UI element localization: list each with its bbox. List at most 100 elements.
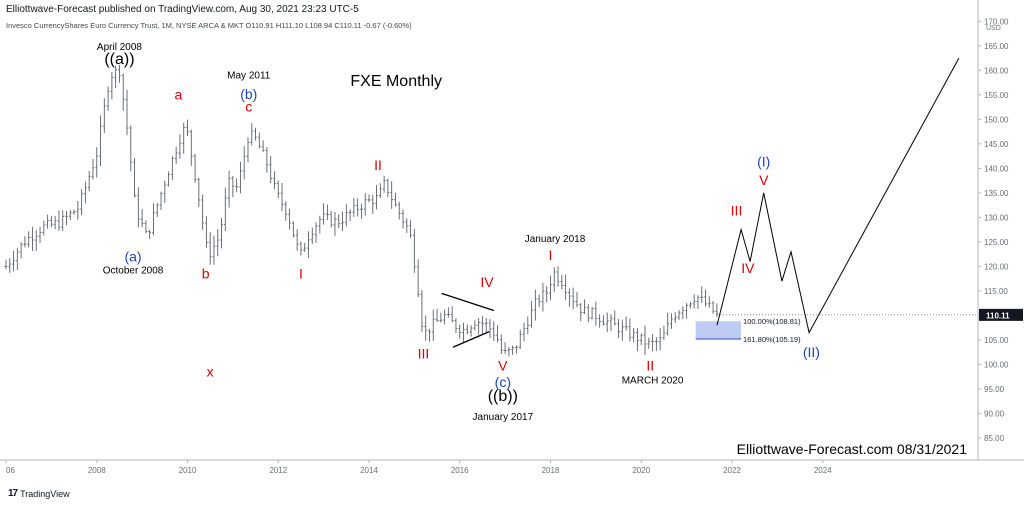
ohlc-bar bbox=[375, 185, 378, 210]
ohlc-bar bbox=[651, 334, 654, 352]
wave-label: II bbox=[374, 157, 382, 173]
x-tick-label: 2018 bbox=[542, 466, 560, 475]
ohlc-bar bbox=[220, 218, 223, 249]
ohlc-bar bbox=[72, 209, 76, 215]
ohlc-bar bbox=[186, 119, 189, 136]
ohlc-bar bbox=[292, 221, 295, 238]
wave-label: (I) bbox=[757, 153, 770, 169]
annotation-label: January 2017 bbox=[473, 412, 534, 423]
wave-label: IV bbox=[480, 274, 494, 290]
ohlc-bar bbox=[38, 226, 42, 244]
ohlc-bar bbox=[178, 134, 182, 159]
ohlc-bar bbox=[254, 127, 257, 141]
y-tick-label: 165.00 bbox=[984, 42, 1009, 51]
ohlc-bar bbox=[171, 156, 174, 181]
ohlc-bar bbox=[163, 180, 167, 203]
x-tick-label: 2012 bbox=[269, 466, 287, 475]
ohlc-bar bbox=[624, 316, 628, 331]
ohlc-bar bbox=[133, 158, 136, 198]
ohlc-bar bbox=[280, 183, 284, 212]
ohlc-bar bbox=[409, 219, 412, 238]
ohlc-bar bbox=[704, 289, 707, 307]
ohlc-bar bbox=[155, 203, 159, 218]
ohlc-bar bbox=[590, 307, 594, 320]
ohlc-bar bbox=[696, 295, 700, 309]
ohlc-bar bbox=[473, 320, 477, 331]
ohlc-bar bbox=[534, 289, 537, 321]
ohlc-bar bbox=[23, 236, 27, 248]
ohlc-bar bbox=[273, 171, 276, 189]
ohlc-bar bbox=[413, 229, 416, 273]
ohlc-bar bbox=[465, 324, 469, 335]
ohlc-bar bbox=[201, 194, 204, 230]
ohlc-bar bbox=[216, 229, 220, 257]
annotation-label: FXE Monthly bbox=[350, 73, 442, 90]
y-tick-label: 90.00 bbox=[984, 409, 1005, 418]
ohlc-bar bbox=[707, 296, 711, 308]
ohlc-bar bbox=[541, 282, 545, 312]
ohlc-bar bbox=[4, 259, 8, 270]
wave-label: IV bbox=[741, 260, 755, 276]
ohlc-bar bbox=[617, 319, 620, 339]
ohlc-bar bbox=[61, 210, 65, 232]
ohlc-bar bbox=[167, 171, 170, 187]
wave-label: V bbox=[498, 357, 508, 373]
y-tick-label: 150.00 bbox=[984, 115, 1009, 124]
y-tick-label: 145.00 bbox=[984, 140, 1009, 149]
ohlc-bar bbox=[144, 220, 148, 234]
ohlc-bar bbox=[515, 345, 518, 354]
ohlc-bar bbox=[613, 310, 617, 326]
ohlc-bar bbox=[394, 192, 397, 207]
ohlc-bar bbox=[231, 176, 235, 198]
ohlc-bar bbox=[326, 204, 329, 220]
ohlc-bar bbox=[462, 322, 465, 344]
ohlc-bar bbox=[507, 347, 511, 357]
wave-label: I bbox=[549, 247, 553, 263]
ohlc-bar bbox=[431, 309, 435, 341]
ohlc-bar bbox=[295, 229, 299, 251]
ohlc-bar bbox=[526, 316, 530, 335]
y-tick-label: 135.00 bbox=[984, 189, 1009, 198]
ohlc-bar bbox=[12, 250, 15, 272]
ohlc-bar bbox=[344, 204, 348, 227]
ohlc-bar bbox=[492, 321, 496, 341]
tradingview-logo-icon: 17 bbox=[8, 488, 18, 499]
ohlc-bar bbox=[87, 170, 91, 192]
ohlc-bar bbox=[227, 170, 231, 208]
ohlc-bar bbox=[333, 211, 337, 236]
ohlc-bar bbox=[621, 319, 624, 341]
ohlc-bar bbox=[140, 209, 144, 228]
ohlc-bar bbox=[189, 129, 193, 167]
ohlc-bar bbox=[568, 288, 571, 307]
fibonacci-target-zone bbox=[695, 321, 742, 339]
ohlc-bar bbox=[80, 189, 83, 215]
ohlc-bar bbox=[371, 194, 375, 215]
ohlc-bar bbox=[148, 229, 152, 240]
ohlc-bar bbox=[447, 307, 450, 318]
currency-label: USD bbox=[986, 25, 1001, 32]
wave-label: III bbox=[418, 346, 430, 362]
ohlc-bar bbox=[424, 315, 428, 341]
ohlc-bar bbox=[307, 231, 310, 258]
ohlc-bar bbox=[530, 301, 533, 328]
ohlc-bar bbox=[53, 215, 57, 230]
tradingview-logo[interactable]: 17 TradingView bbox=[8, 488, 70, 499]
ohlc-bar bbox=[511, 345, 514, 355]
ohlc-bar bbox=[556, 266, 560, 287]
x-tick-label: 2008 bbox=[88, 466, 106, 475]
ohlc-bar bbox=[322, 203, 325, 225]
wave-label: V bbox=[759, 172, 769, 188]
ohlc-bar bbox=[496, 325, 499, 343]
wave-label: a bbox=[175, 86, 183, 102]
wave-label: (b) bbox=[240, 86, 257, 102]
ohlc-bar bbox=[34, 230, 38, 251]
symbol-line: Invesco CurrencyShares Euro Currency Tru… bbox=[6, 21, 412, 30]
y-tick-label: 125.00 bbox=[984, 238, 1009, 247]
ohlc-bar bbox=[250, 123, 254, 146]
annotation-label: April 2008 bbox=[97, 42, 142, 53]
ohlc-bar bbox=[689, 301, 692, 309]
wave-label: x bbox=[207, 364, 214, 380]
publish-line: Elliottwave-Forecast published on Tradin… bbox=[6, 4, 359, 15]
ohlc-bar bbox=[673, 312, 677, 323]
